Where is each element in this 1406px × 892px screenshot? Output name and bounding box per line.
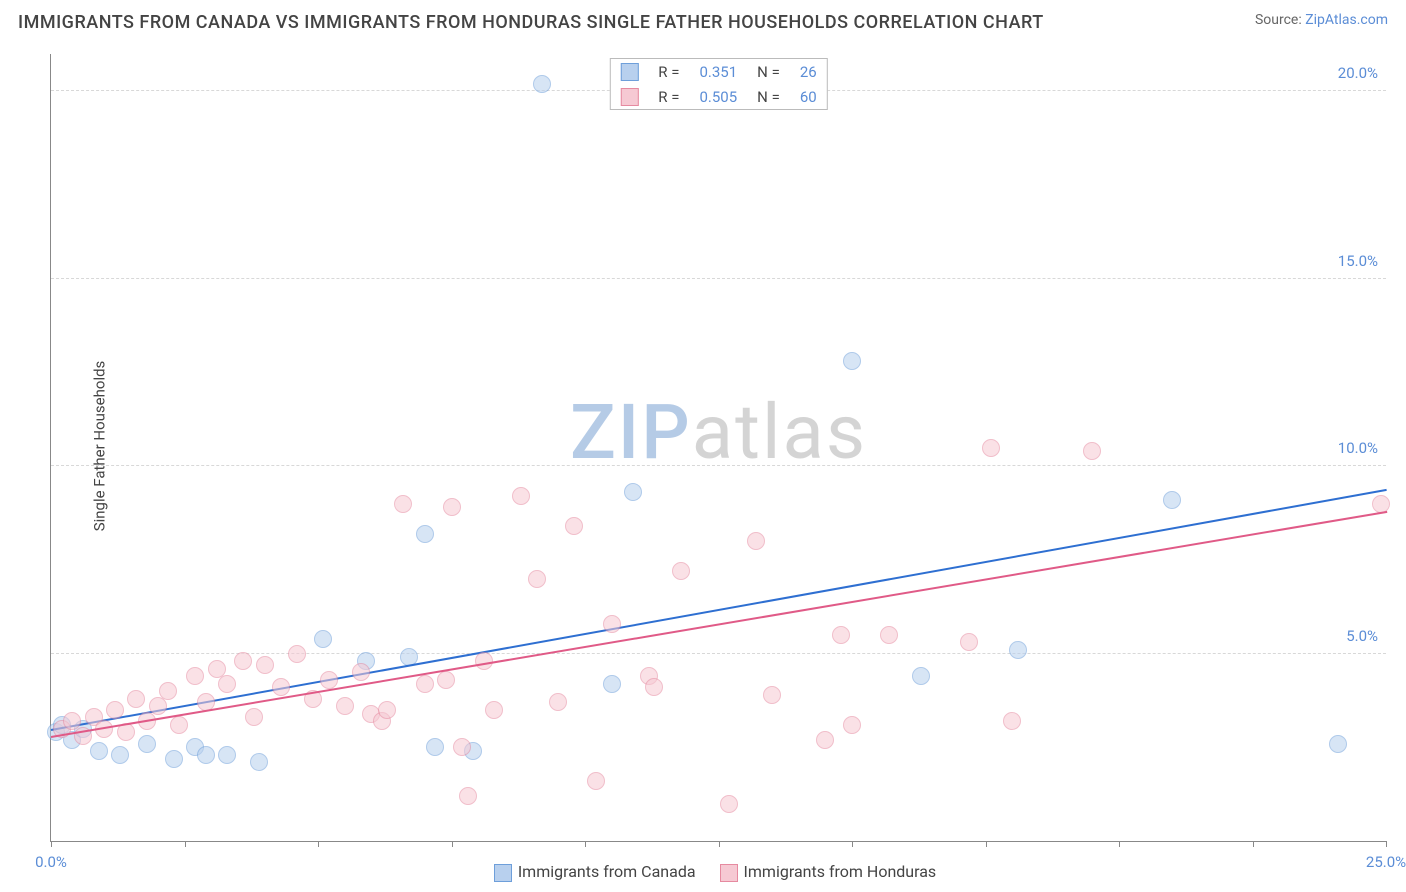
data-point-honduras	[1003, 712, 1021, 730]
data-point-honduras	[320, 671, 338, 689]
data-point-honduras	[437, 671, 455, 689]
data-point-honduras	[149, 697, 167, 715]
y-tick-label: 15.0%	[1338, 252, 1378, 270]
data-point-honduras	[645, 678, 663, 696]
data-point-honduras	[416, 675, 434, 693]
data-point-canada	[624, 483, 642, 501]
x-tick	[318, 841, 319, 847]
y-tick-label: 10.0%	[1338, 439, 1378, 457]
chart-title: IMMIGRANTS FROM CANADA VS IMMIGRANTS FRO…	[18, 12, 1044, 33]
data-point-honduras	[720, 795, 738, 813]
data-point-honduras	[485, 701, 503, 719]
data-point-honduras	[982, 439, 1000, 457]
correlation-legend: R =0.351N =26R =0.505N =60	[609, 58, 827, 110]
data-point-honduras	[186, 667, 204, 685]
watermark: ZIPatlas	[570, 387, 867, 477]
data-point-canada	[416, 525, 434, 543]
data-point-honduras	[843, 716, 861, 734]
legend-swatch-canada	[494, 864, 512, 882]
data-point-honduras	[443, 498, 461, 516]
x-tick	[452, 841, 453, 847]
legend-row-honduras: R =0.505N =60	[610, 84, 826, 109]
data-point-honduras	[587, 772, 605, 790]
data-point-canada	[90, 742, 108, 760]
data-point-honduras	[1083, 442, 1101, 460]
data-point-canada	[533, 75, 551, 93]
data-point-honduras	[272, 678, 290, 696]
data-point-canada	[250, 753, 268, 771]
data-point-canada	[603, 675, 621, 693]
data-point-honduras	[170, 716, 188, 734]
data-point-honduras	[234, 652, 252, 670]
gridline	[51, 278, 1386, 279]
data-point-honduras	[106, 701, 124, 719]
legend-swatch-honduras	[720, 864, 738, 882]
data-point-canada	[912, 667, 930, 685]
data-point-honduras	[245, 708, 263, 726]
data-point-honduras	[603, 615, 621, 633]
x-tick	[185, 841, 186, 847]
data-point-honduras	[378, 701, 396, 719]
data-point-honduras	[218, 675, 236, 693]
data-point-honduras	[832, 626, 850, 644]
data-point-canada	[197, 746, 215, 764]
data-point-canada	[111, 746, 129, 764]
gridline	[51, 465, 1386, 466]
data-point-canada	[138, 735, 156, 753]
data-point-honduras	[528, 570, 546, 588]
data-point-honduras	[512, 487, 530, 505]
x-tick	[1119, 841, 1120, 847]
data-point-honduras	[459, 787, 477, 805]
data-point-canada	[843, 352, 861, 370]
data-point-honduras	[352, 663, 370, 681]
data-point-honduras	[288, 645, 306, 663]
data-point-canada	[218, 746, 236, 764]
data-point-canada	[1329, 735, 1347, 753]
x-tick	[852, 841, 853, 847]
trend-line-canada	[51, 488, 1387, 730]
data-point-honduras	[159, 682, 177, 700]
gridline	[51, 653, 1386, 654]
source-attribution: Source: ZipAtlas.com	[1255, 12, 1388, 28]
x-tick	[1253, 841, 1254, 847]
data-point-canada	[314, 630, 332, 648]
data-point-canada	[1009, 641, 1027, 659]
x-tick	[1386, 841, 1387, 847]
x-tick	[585, 841, 586, 847]
scatter-plot: ZIPatlas R =0.351N =26R =0.505N =60 5.0%…	[50, 54, 1386, 842]
data-point-canada	[426, 738, 444, 756]
data-point-honduras	[880, 626, 898, 644]
data-point-canada	[165, 750, 183, 768]
data-point-honduras	[816, 731, 834, 749]
x-tick	[986, 841, 987, 847]
data-point-honduras	[672, 562, 690, 580]
data-point-honduras	[394, 495, 412, 513]
legend-label-honduras: Immigrants from Honduras	[744, 862, 937, 881]
data-point-honduras	[1372, 495, 1390, 513]
data-point-honduras	[453, 738, 471, 756]
y-tick-label: 20.0%	[1338, 64, 1378, 82]
series-legend: Immigrants from Canada Immigrants from Ho…	[0, 862, 1406, 882]
data-point-honduras	[960, 633, 978, 651]
x-tick	[51, 841, 52, 847]
data-point-honduras	[127, 690, 145, 708]
x-tick	[719, 841, 720, 847]
trend-line-honduras	[51, 511, 1387, 738]
data-point-honduras	[549, 693, 567, 711]
source-link[interactable]: ZipAtlas.com	[1305, 12, 1388, 28]
data-point-honduras	[565, 517, 583, 535]
y-tick-label: 5.0%	[1346, 627, 1378, 645]
data-point-canada	[1163, 491, 1181, 509]
legend-label-canada: Immigrants from Canada	[518, 862, 696, 881]
data-point-honduras	[763, 686, 781, 704]
data-point-honduras	[256, 656, 274, 674]
data-point-honduras	[747, 532, 765, 550]
data-point-honduras	[336, 697, 354, 715]
legend-row-canada: R =0.351N =26	[610, 59, 826, 84]
